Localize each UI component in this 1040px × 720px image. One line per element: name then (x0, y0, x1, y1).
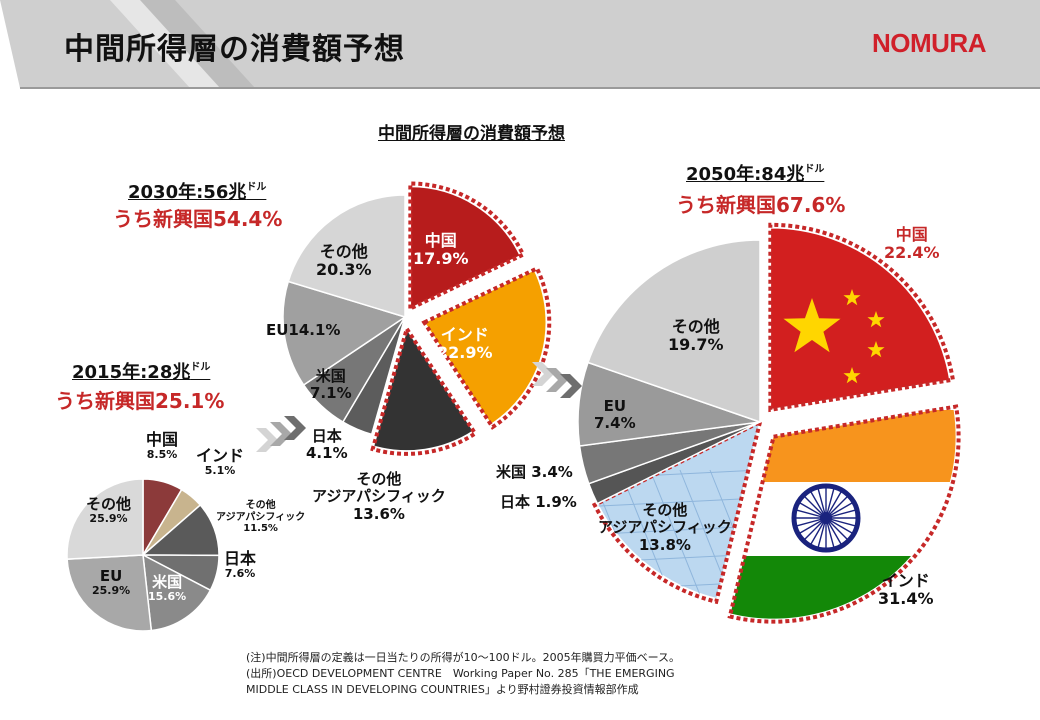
label-2050-other-ap: その他 アジアパシフィック 13.8% (598, 501, 732, 554)
chart-title: 中間所得層の消費額予想 (378, 124, 565, 144)
label-2050-other: その他 19.7% (668, 317, 724, 355)
pie-0-slice-eu (66, 554, 153, 632)
label-2030-other-ap: その他 アジアパシフィック 13.6% (312, 470, 446, 523)
pie-1-slice-other-fill (287, 194, 406, 319)
label-2030-india: インド 22.9% (437, 325, 493, 363)
pie-1-slice-eu (282, 280, 407, 386)
total-2015: 2015年:28兆ドル (72, 362, 211, 383)
emerging-share-2050: うち新興国67.6% (676, 193, 846, 217)
china-flag-stars-icon (783, 289, 885, 384)
label-2015-us: 米国 15.6% (148, 573, 187, 604)
source-note: (注)中間所得層の定義は一日当たりの所得が10～100ドル。2005年購買力平価… (246, 650, 680, 698)
pie-2-slice-china-fill (769, 227, 951, 411)
label-2050-india: インド 31.4% (878, 571, 934, 609)
label-2030-japan: 日本 4.1% (306, 427, 348, 463)
pie-2015 (66, 478, 220, 632)
pie-2030 (282, 181, 552, 456)
pie-2-slice-china (768, 222, 956, 413)
pie-0-slice-eu-fill (66, 554, 153, 632)
pie-0-slice-other (66, 478, 144, 560)
label-2015-china: 中国 8.5% (146, 430, 179, 462)
note-line-1: (注)中間所得層の定義は一日当たりの所得が10～100ドル。2005年購買力平価… (246, 651, 681, 664)
pie-2-emerging-outline-china (768, 222, 956, 413)
label-2030-other: その他 20.3% (316, 242, 372, 280)
note-line-3: MIDDLE CLASS IN DEVELOPING COUNTRIES」より野… (246, 683, 639, 696)
note-line-2: (出所)OECD DEVELOPMENT CENTRE Working Pape… (246, 667, 675, 680)
label-2015-eu: EU 25.9% (92, 567, 131, 598)
pie-0-slice-us (142, 553, 212, 632)
label-2015-other: その他 25.9% (86, 495, 132, 526)
label-2030-china: 中国 17.9% (413, 231, 469, 269)
label-2050-us: 米国 3.4% (496, 463, 573, 481)
pie-1-emerging-outline-china (408, 181, 526, 312)
pie-1-slice-other (287, 194, 406, 319)
label-2050-japan: 日本 1.9% (500, 493, 577, 511)
pie-1-slice-india (421, 265, 552, 430)
page-title: 中間所得層の消費額予想 (64, 32, 405, 67)
pie-2-emerging-outline-other-ap (591, 418, 763, 605)
pie-1-slice-china (408, 181, 526, 312)
label-2015-india: インド 5.1% (196, 446, 245, 478)
pie-2050 (577, 222, 961, 624)
nomura-logo: NOMURA (872, 28, 987, 58)
pie-1-slice-india-fill (423, 268, 547, 426)
pie-1-emerging-outline-india (421, 265, 552, 430)
pie-2-emerging-outline-india (727, 404, 961, 624)
label-2050-eu: EU 7.4% (594, 397, 636, 433)
emerging-share-2015: うち新興国25.1% (55, 389, 225, 413)
pie-2-slice-other-fill (587, 239, 761, 424)
pie-1-emerging-outline-other-ap (370, 324, 478, 456)
pie-0-slice-us-fill (142, 553, 212, 632)
pie-2-slice-other-ap-fill (596, 420, 762, 600)
emerging-share-2030: うち新興国54.4% (113, 207, 283, 231)
pie-2-slice-other (587, 239, 761, 424)
label-2015-other-ap: その他 アジアパシフィック 11.5% (216, 500, 306, 534)
pie-0-slice-other-fill (66, 478, 144, 560)
label-2015-japan: 日本 7.6% (224, 549, 257, 581)
arrow-2030-2050-icon (532, 362, 582, 398)
pie-1-slice-eu-fill (282, 280, 407, 386)
pie-1-slice-other-ap (370, 324, 478, 456)
label-2030-eu: EU14.1% (266, 321, 341, 339)
arrow-2015-2030-icon (256, 416, 306, 452)
label-2030-us: 米国 7.1% (310, 367, 352, 403)
header-band (0, 0, 1040, 89)
pie-1-slice-china-fill (409, 185, 522, 310)
label-2050-china: 中国 22.4% (884, 225, 940, 263)
total-2050: 2050年:84兆ドル (686, 164, 825, 185)
total-2030: 2030年:56兆ドル (128, 182, 267, 203)
